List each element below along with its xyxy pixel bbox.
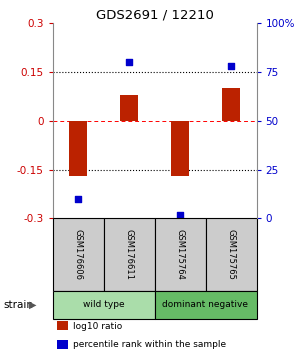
Title: GDS2691 / 12210: GDS2691 / 12210 [96, 9, 213, 22]
Bar [57, 340, 68, 349]
Bar [103, 218, 154, 291]
Text: percentile rank within the sample: percentile rank within the sample [73, 341, 226, 349]
Text: GSM175765: GSM175765 [226, 229, 236, 280]
Text: GSM176606: GSM176606 [74, 229, 82, 280]
Text: log10 ratio: log10 ratio [73, 322, 122, 331]
Text: GSM176611: GSM176611 [124, 229, 134, 280]
Point [178, 212, 182, 217]
Bar [206, 218, 256, 291]
Point [127, 59, 131, 65]
Bar [171, 121, 189, 176]
Bar [222, 88, 240, 121]
Text: strain: strain [3, 299, 33, 310]
Bar [120, 95, 138, 121]
Text: wild type: wild type [83, 300, 124, 309]
Bar [154, 291, 256, 319]
Point [229, 63, 233, 69]
Bar [57, 321, 68, 331]
Point [76, 196, 80, 202]
Text: ▶: ▶ [28, 299, 36, 310]
Bar [69, 121, 87, 176]
Bar [154, 218, 206, 291]
Bar [52, 218, 104, 291]
Text: GSM175764: GSM175764 [176, 229, 184, 280]
Text: dominant negative: dominant negative [163, 300, 248, 309]
Bar [52, 291, 154, 319]
